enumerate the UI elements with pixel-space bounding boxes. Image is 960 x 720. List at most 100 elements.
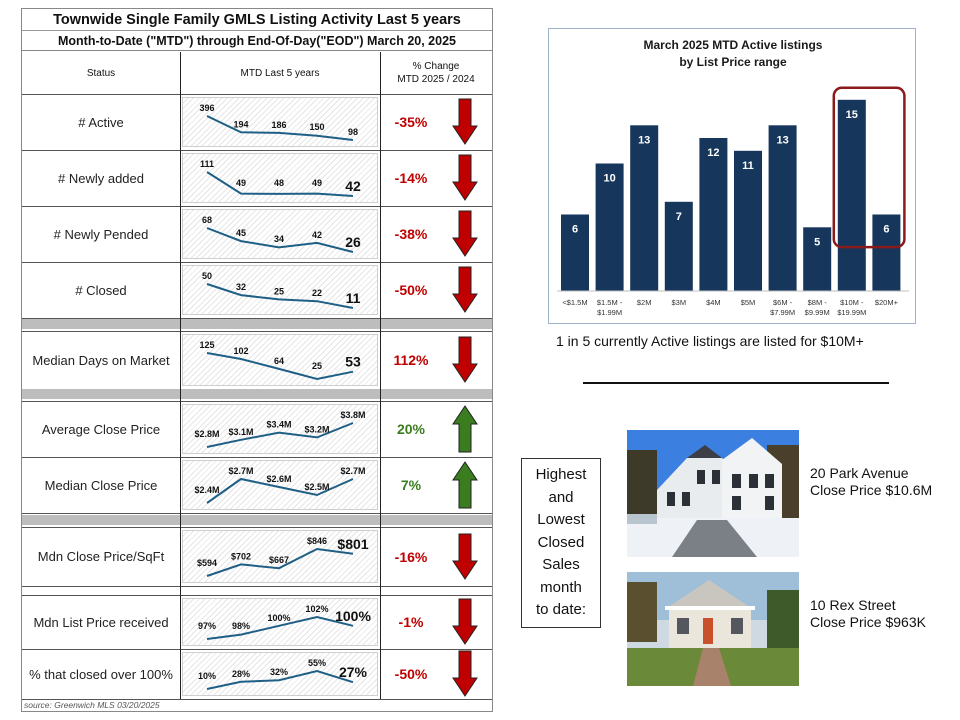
sparkline-data-label: 100% <box>267 613 290 623</box>
bar-value-label: 13 <box>776 134 788 146</box>
sparkline-data-label: $702 <box>231 551 251 561</box>
column-header-change-line1: % Change <box>412 61 460 72</box>
row-divider <box>22 318 492 319</box>
sparkline-chart: 50 32 25 22 11 <box>202 271 361 309</box>
category-tick-label: $20M+ <box>875 298 899 307</box>
sparkline-series-line <box>206 669 354 690</box>
property-info-2: 10 Rex Street Close Price $963K <box>810 597 926 631</box>
trend-arrow <box>450 150 480 206</box>
bar <box>630 125 659 292</box>
bar <box>734 150 762 292</box>
sparkline-series-line <box>206 477 354 504</box>
table-row: # Newly added 111 49 48 49 42 -14% <box>22 150 492 206</box>
metric-label: Median Days on Market <box>32 352 170 368</box>
percent-change: -16% <box>394 548 428 565</box>
category-tick-label: $10M - <box>840 298 864 307</box>
arrow-up-icon <box>452 461 478 509</box>
trend-arrow <box>450 527 480 586</box>
column-divider <box>380 52 381 699</box>
sparkline-data-label: 53 <box>345 354 361 370</box>
table-row: Mdn List Price received 97% 98% 100% 102% 100… <box>22 595 492 649</box>
divider-line <box>583 382 889 384</box>
arrow-down-icon <box>452 336 478 383</box>
bar <box>837 99 866 292</box>
sparkline-series-line <box>206 227 354 253</box>
arrow-shape <box>452 405 478 453</box>
sparkline-series-line <box>206 615 354 640</box>
sparkline-data-label: 55% <box>308 658 326 668</box>
sparkline-chart: $2.4M $2.7M $2.6M $2.5M $2.7M <box>194 466 366 504</box>
column-header-change-line2: MTD 2025 / 2024 <box>397 74 475 85</box>
row-divider <box>22 527 492 528</box>
arrow-down-icon <box>452 210 478 257</box>
sparkline-series-line <box>206 422 354 448</box>
highlights-line: and <box>548 488 574 506</box>
sparkline-data-label: 194 <box>233 119 248 129</box>
category-tick-label: <$1.5M <box>562 298 587 307</box>
source-note: source: Greenwich MLS 03/20/2025 <box>24 700 160 710</box>
sparkline-cell: 68 45 34 42 26 <box>182 209 378 259</box>
table-subtitle: Month-to-Date ("MTD") through End-Of-Day… <box>22 31 492 51</box>
column-header-change: % Change MTD 2025 / 2024 <box>380 52 492 94</box>
sparkline-data-label: $2.8M <box>194 429 219 439</box>
arrow-down-icon <box>452 533 478 580</box>
sparkline-data-label: $801 <box>337 536 368 552</box>
row-divider <box>22 513 492 514</box>
row-divider <box>22 94 492 95</box>
bar <box>595 163 624 291</box>
row-divider <box>22 586 492 587</box>
sparkline-data-label: 64 <box>274 356 284 366</box>
sparkline-series-line <box>206 115 354 141</box>
listing-activity-table: Townwide Single Family GMLS Listing Acti… <box>21 8 493 712</box>
category-tick-label: $5M <box>741 298 756 307</box>
highlight-outline <box>832 86 906 249</box>
sparkline-data-label: 50 <box>202 271 212 281</box>
trend-arrow <box>450 649 480 699</box>
sparkline-cell: 50 32 25 22 11 <box>182 265 378 315</box>
trend-arrow <box>450 94 480 150</box>
sparkline-series-line <box>206 283 354 309</box>
bar-value-label: 7 <box>676 211 682 223</box>
sparkline-data-label: 125 <box>199 340 214 350</box>
bar-value-label: 15 <box>846 109 858 121</box>
percent-change: -50% <box>394 282 428 298</box>
bar-chart-title-line1: March 2025 MTD Active listings <box>643 38 823 52</box>
property-2-address: 10 Rex Street <box>810 597 896 613</box>
table-row: # Closed 50 32 25 22 11 -50% <box>22 262 492 318</box>
highlights-line: month <box>540 578 582 596</box>
category-tick-label: $7.99M <box>770 308 795 317</box>
sparkline-cell: 111 49 48 49 42 <box>182 153 378 203</box>
table-row: # Newly Pended 68 45 34 42 26 -38% <box>22 206 492 262</box>
sparkline-cell: 10% 28% 32% 55% 27% <box>182 652 378 696</box>
trend-arrow <box>450 206 480 262</box>
bar-chart-title-line2: by List Price range <box>679 55 787 69</box>
sparkline-cell: 97% 98% 100% 102% 100% <box>182 598 378 646</box>
sparkline-series-line <box>206 547 354 577</box>
sparkline-chart: 111 49 48 49 42 <box>200 159 361 197</box>
row-divider <box>22 699 492 700</box>
table-row: Average Close Price $2.8M $3.1M $3.4M $3.2M $… <box>22 401 492 457</box>
group-separator <box>22 515 492 525</box>
trend-arrow <box>450 262 480 318</box>
sparkline-cell: 125 102 64 25 53 <box>182 334 378 386</box>
sparkline-data-label: 98% <box>232 621 250 631</box>
arrow-shape <box>452 650 478 697</box>
percent-change: -1% <box>398 614 424 630</box>
arrow-shape <box>452 533 478 580</box>
sparkline-data-label: $3.8M <box>340 410 365 420</box>
sparkline-data-label: 186 <box>271 120 286 130</box>
category-tick-label: $4M <box>706 298 721 307</box>
sparkline-data-label: $2.7M <box>228 466 253 476</box>
property-info-1: 20 Park Avenue Close Price $10.6M <box>810 465 932 499</box>
group-separator <box>22 389 492 399</box>
sparkline-data-label: 25 <box>274 286 284 296</box>
arrow-shape <box>452 266 478 313</box>
sparkline-data-label: 27% <box>339 664 368 680</box>
sparkline-series-line <box>206 171 354 197</box>
price-range-bar-chart: March 2025 MTD Active listings by List P… <box>548 28 916 324</box>
metric-label: Average Close Price <box>41 421 161 437</box>
sparkline-data-label: 98 <box>348 127 358 137</box>
bar <box>768 125 797 292</box>
arrow-shape <box>452 98 478 145</box>
percent-change: 7% <box>400 477 422 493</box>
